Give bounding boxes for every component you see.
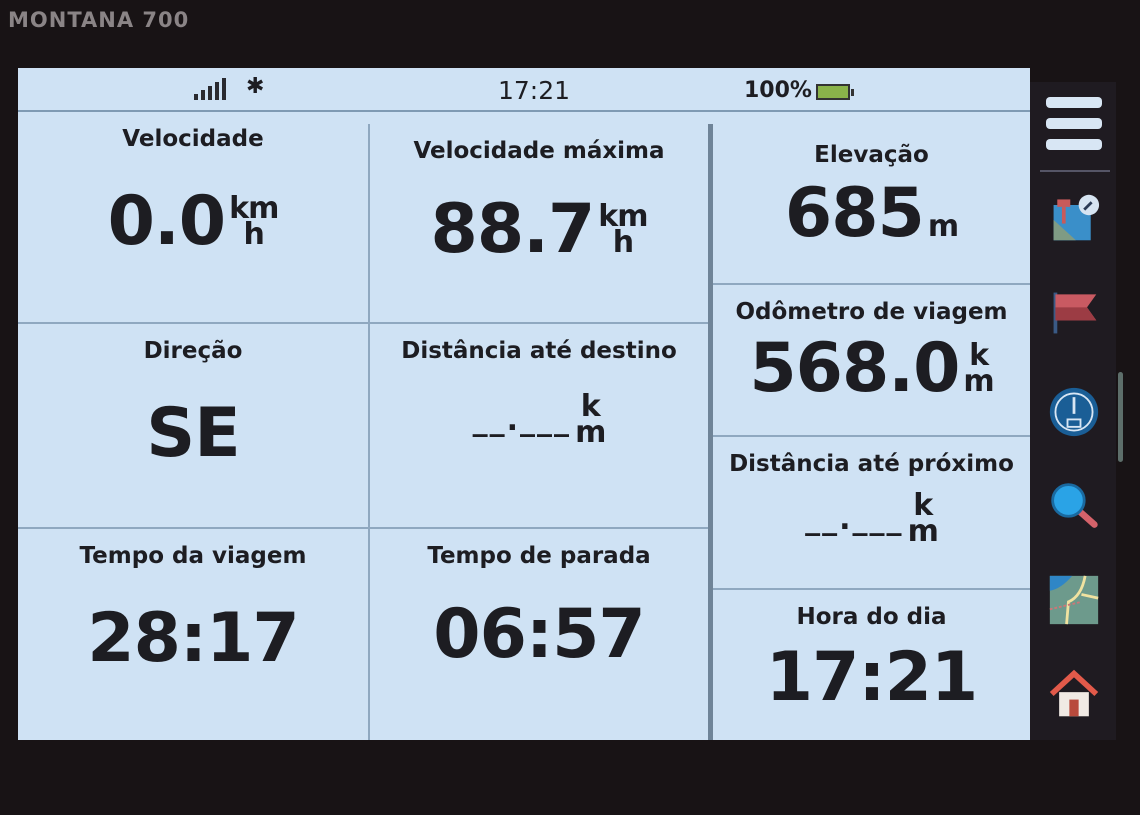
field-stopped-time[interactable]: Tempo de parada 06:57 — [370, 529, 708, 740]
unit-bottom: m — [907, 514, 939, 549]
unit-top: k — [913, 488, 933, 523]
battery-charging-icon — [816, 84, 854, 100]
scrollbar[interactable] — [1118, 372, 1123, 462]
field-value: __.___ — [805, 501, 904, 537]
unit-bottom: h — [243, 216, 265, 252]
field-speed[interactable]: Velocidade 0.0 km h — [18, 112, 368, 322]
field-label: Tempo de parada — [427, 543, 651, 569]
battery-percent: 100% — [744, 78, 812, 103]
trip-computer-screen: ✱ 17:21 100% Velocidade 0.0 km h Velocidad… — [18, 68, 1030, 740]
field-value: 685 — [784, 174, 925, 253]
field-label: Direção — [143, 338, 243, 364]
field-max-speed[interactable]: Velocidade máxima 88.7 km h — [370, 124, 708, 322]
field-trip-time[interactable]: Tempo da viagem 28:17 — [18, 529, 368, 740]
field-value: 17:21 — [765, 638, 978, 717]
field-label: Distância até destino — [401, 338, 677, 364]
field-label: Tempo da viagem — [79, 543, 307, 569]
unit-bottom: m — [575, 415, 606, 450]
field-label: Hora do dia — [796, 604, 947, 630]
trip-computer-icon[interactable] — [1048, 386, 1100, 438]
field-label: Distância até próximo — [729, 451, 1014, 477]
field-value: SE — [146, 394, 240, 473]
device-label: MONTANA 700 — [8, 8, 190, 32]
status-time: 17:21 — [498, 76, 571, 105]
field-distance-to-destination[interactable]: Distância até destino __.___ k m — [370, 324, 708, 527]
field-elevation[interactable]: Elevação 685 m — [713, 128, 1030, 283]
signal-bars-icon — [194, 78, 226, 100]
field-value: __.___ — [472, 402, 572, 438]
field-label: Velocidade máxima — [413, 138, 665, 164]
map-icon[interactable] — [1048, 574, 1100, 626]
bluetooth-icon: ✱ — [246, 74, 265, 99]
menu-icon[interactable] — [1046, 92, 1102, 155]
flag-icon[interactable] — [1048, 287, 1100, 339]
unit-top: k — [580, 389, 601, 424]
field-distance-to-next[interactable]: Distância até próximo __.___ k m — [713, 437, 1030, 588]
field-time-of-day[interactable]: Hora do dia 17:21 — [713, 590, 1030, 740]
field-trip-odometer[interactable]: Odômetro de viagem 568.0 k m — [713, 285, 1030, 435]
unit-top: km — [598, 198, 648, 234]
app-sidebar — [1030, 82, 1123, 740]
unit-bottom: m — [963, 363, 994, 399]
unit-top: k — [969, 337, 989, 373]
field-value: 88.7 — [430, 190, 596, 269]
search-icon[interactable] — [1048, 480, 1100, 532]
field-label: Elevação — [814, 142, 929, 168]
unit-bottom: h — [612, 224, 634, 260]
status-bar: ✱ 17:21 100% — [18, 68, 1030, 112]
field-value: 568.0 — [749, 329, 960, 408]
field-value: 28:17 — [87, 599, 299, 678]
home-icon[interactable] — [1048, 668, 1100, 720]
unit-top: km — [229, 190, 279, 226]
unit-bottom: m — [927, 208, 959, 244]
field-heading[interactable]: Direção SE — [18, 324, 368, 527]
field-value: 0.0 — [107, 182, 226, 261]
field-value: 06:57 — [433, 595, 645, 674]
waypoint-manager-icon[interactable] — [1048, 192, 1100, 244]
field-label: Odômetro de viagem — [735, 299, 1008, 325]
field-label: Velocidade — [122, 126, 264, 152]
